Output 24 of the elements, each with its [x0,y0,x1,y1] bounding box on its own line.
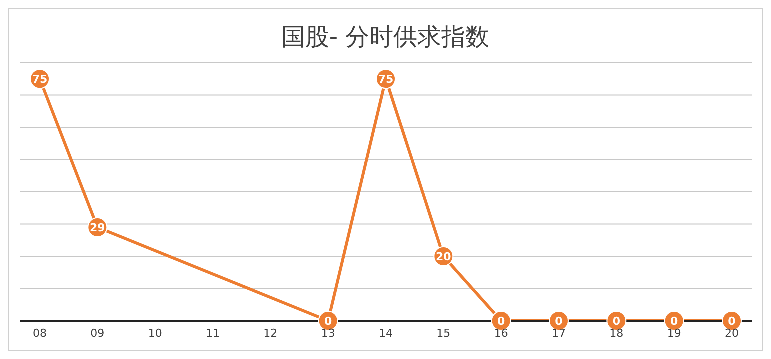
x-tick-label: 15 [436,326,451,340]
data-label: 0 [728,315,736,328]
data-label: 0 [324,315,333,328]
x-tick-label: 08 [33,326,47,340]
x-tick-label: 10 [148,326,162,340]
x-tick-label: 16 [494,326,508,340]
x-tick-label: 19 [667,326,682,340]
data-label: 20 [436,250,452,264]
data-label: 29 [90,221,106,234]
data-label: 0 [670,315,679,328]
data-label: 0 [612,315,621,328]
x-tick-label: 20 [725,326,739,340]
chart-title: 国股- 分时供求指数 [280,22,491,51]
x-tick-label: 12 [264,326,278,340]
x-tick-label: 09 [90,326,105,340]
x-tick-label: 18 [610,326,624,340]
x-tick-label: 14 [379,326,393,340]
x-tick-label: 11 [206,326,220,340]
x-tick-label: 13 [321,326,336,340]
data-label: 75 [378,73,394,86]
data-label: 0 [498,315,506,328]
data-label: 75 [32,73,48,86]
x-tick-label: 17 [552,326,566,340]
data-label: 0 [555,315,564,328]
